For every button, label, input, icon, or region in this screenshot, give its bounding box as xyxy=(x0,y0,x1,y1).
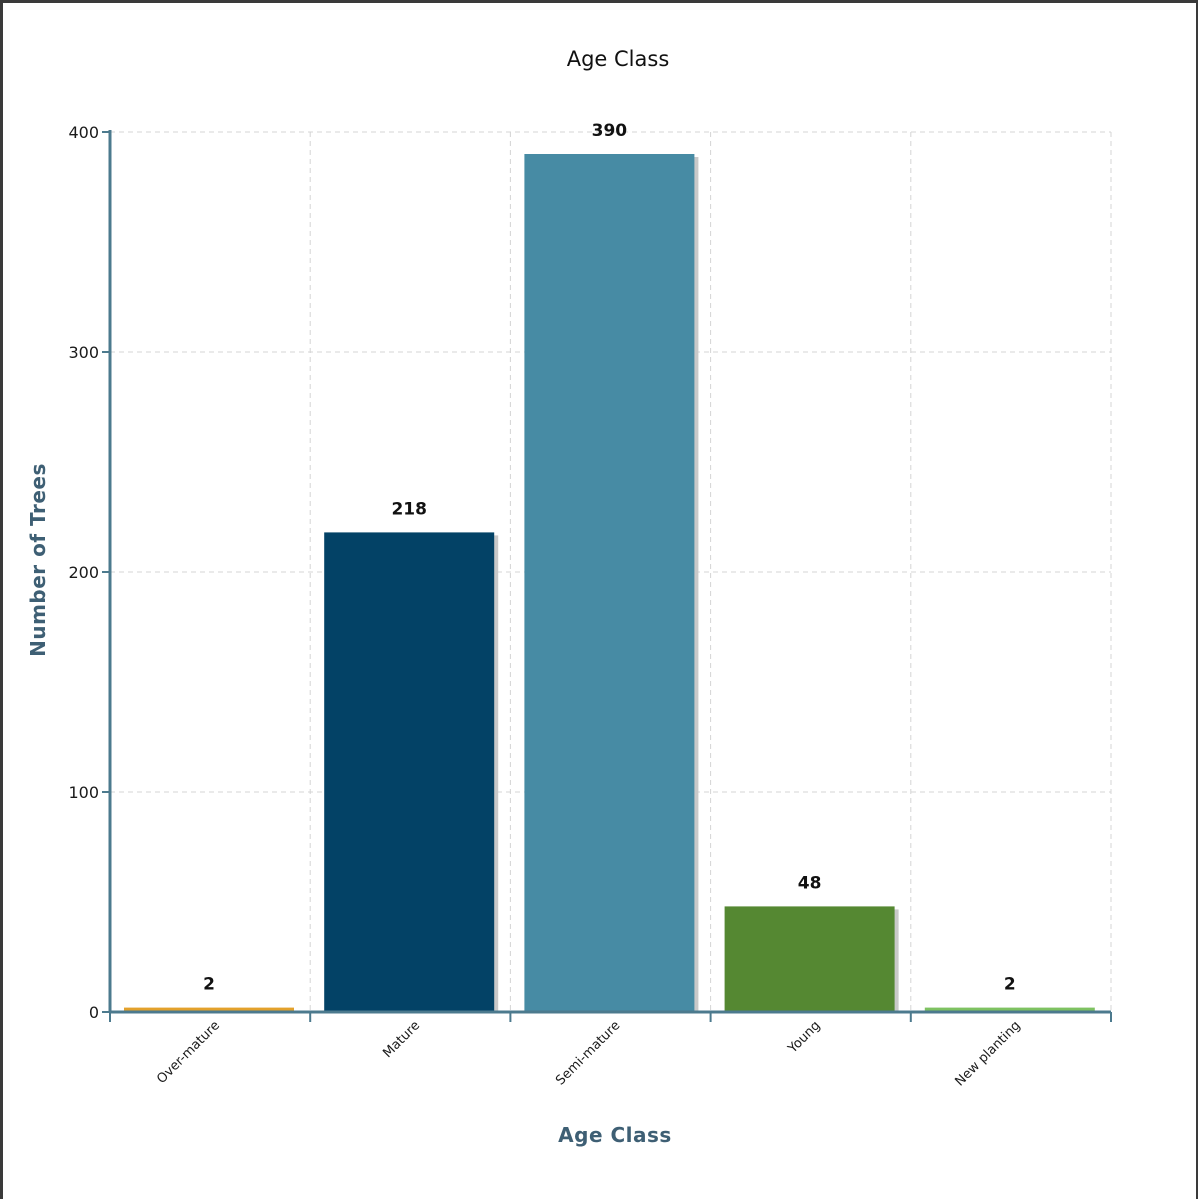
bar-over-mature[interactable] xyxy=(124,1007,294,1012)
bars xyxy=(124,154,1099,1012)
value-label: 48 xyxy=(798,873,822,893)
grid-lines xyxy=(110,131,1112,1012)
bar-young[interactable] xyxy=(724,906,895,1012)
axes xyxy=(102,130,1112,1022)
y-tick-label: 100 xyxy=(68,783,99,802)
bar-new-planting[interactable] xyxy=(924,1007,1095,1012)
x-tick-label: New planting xyxy=(952,1018,1023,1089)
bar-chart: 2 Over-mature 218 Mature 390 Semi-mature 48 You… xyxy=(26,47,1112,1147)
y-tick-label: 0 xyxy=(89,1003,99,1022)
value-label: 2 xyxy=(203,975,215,995)
x-tick-label: Over-mature xyxy=(154,1018,223,1087)
y-tick-label: 400 xyxy=(68,123,99,142)
bar-semi-mature[interactable] xyxy=(524,154,695,1012)
y-tick-label: 200 xyxy=(68,563,99,582)
x-tick-label: Mature xyxy=(380,1018,423,1061)
y-axis-title: Number of Trees xyxy=(26,463,50,657)
value-label: 390 xyxy=(592,121,628,141)
y-tick-label: 300 xyxy=(68,343,99,362)
chart-title: Age Class xyxy=(567,47,670,71)
x-tick-label: Young xyxy=(785,1018,824,1057)
x-tick-label: Semi-mature xyxy=(553,1018,623,1088)
bar-mature[interactable] xyxy=(324,532,495,1012)
value-label: 218 xyxy=(391,499,427,519)
value-label: 2 xyxy=(1004,975,1016,995)
x-axis-title: Age Class xyxy=(558,1123,672,1147)
